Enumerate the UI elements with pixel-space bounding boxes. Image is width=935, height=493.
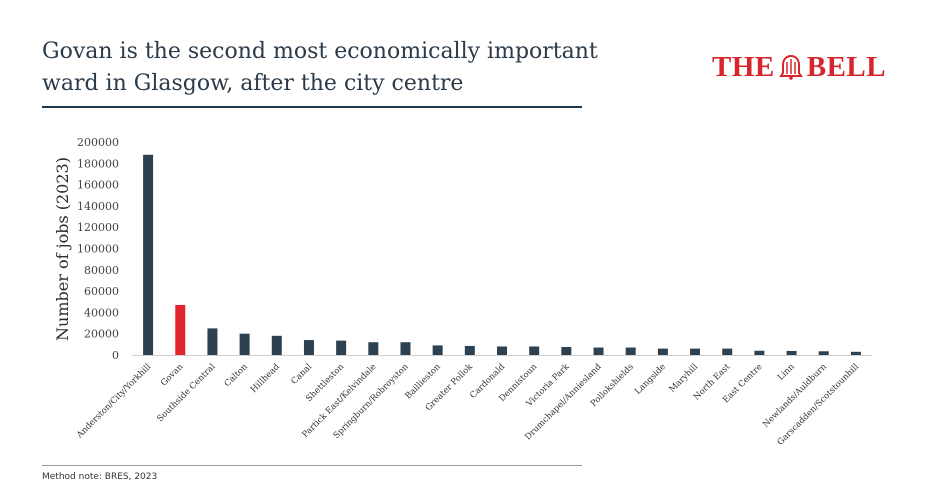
bar-langside (657, 348, 668, 355)
x-tick-label: Hillhead (249, 362, 282, 395)
bar-east-centre (754, 350, 765, 355)
bar-victoria-park (561, 347, 572, 355)
bar-drumchapel-anniesland (593, 347, 604, 355)
x-tick-label: Linn (776, 362, 797, 383)
x-tick-label: Langside (633, 362, 668, 397)
y-tick-label: 200000 (77, 136, 119, 149)
bar-govan (175, 304, 186, 355)
y-tick-label: 80000 (84, 264, 119, 277)
bar-maryhill (690, 348, 701, 355)
bar-baillieston (432, 345, 443, 355)
bar-chart: 0 20000 40000 60000 80000 100000 120000 140000 1… (53, 136, 872, 448)
method-note: Method note: BRES, 2023 (42, 472, 158, 482)
bar-shettleston (336, 340, 347, 355)
bar-garscadden-scotstounhill (850, 351, 861, 355)
chart-title: Govan is the second most economically im… (42, 39, 598, 96)
y-axis: 0 20000 40000 60000 80000 100000 120000 140000 1… (77, 136, 119, 362)
logo-text-right: BELL (806, 50, 887, 83)
x-tick-label: Calton (223, 362, 250, 389)
bar-newlands-auldburn (818, 351, 829, 355)
bar-dennistoun (529, 346, 540, 355)
y-tick-label: 140000 (77, 200, 119, 213)
the-bell-logo: THE BELL (712, 50, 887, 83)
bell-icon (778, 54, 803, 80)
y-tick-label: 120000 (77, 221, 119, 234)
bar-southside-central (207, 328, 218, 355)
bar-cardonald (497, 346, 507, 355)
logo-text-left: THE (712, 50, 775, 83)
y-tick-label: 0 (112, 349, 119, 362)
bar-anderston-city-yorkhill (143, 154, 154, 355)
y-tick-label: 20000 (84, 328, 119, 341)
bar-calton (239, 333, 250, 355)
y-tick-label: 100000 (77, 243, 119, 256)
bar-pollokshields (625, 347, 636, 355)
y-tick-label: 40000 (84, 306, 119, 319)
bar-linn (786, 350, 797, 355)
bar-partick-east-kelvindale (368, 342, 379, 355)
bar-north-east (722, 348, 733, 355)
x-tick-label: Southside Central (155, 362, 217, 424)
y-axis-label: Number of jobs (2023) (53, 157, 72, 341)
y-tick-label: 60000 (84, 285, 119, 298)
x-tick-label: Anderston/City/Yorkhill (74, 362, 153, 441)
bars (143, 154, 861, 355)
bar-springburn-robroyston (400, 342, 411, 355)
bar-hillhead (271, 335, 282, 355)
x-tick-label: Canal (289, 362, 314, 387)
bar-canal (303, 340, 314, 355)
title-divider (42, 106, 582, 108)
x-tick-label: Govan (159, 362, 186, 389)
x-tick-label: Maryhill (667, 362, 700, 395)
y-tick-label: 160000 (77, 179, 119, 192)
y-tick-label: 180000 (77, 157, 119, 170)
bar-greater-pollok (464, 345, 475, 355)
footer-divider (42, 465, 582, 466)
